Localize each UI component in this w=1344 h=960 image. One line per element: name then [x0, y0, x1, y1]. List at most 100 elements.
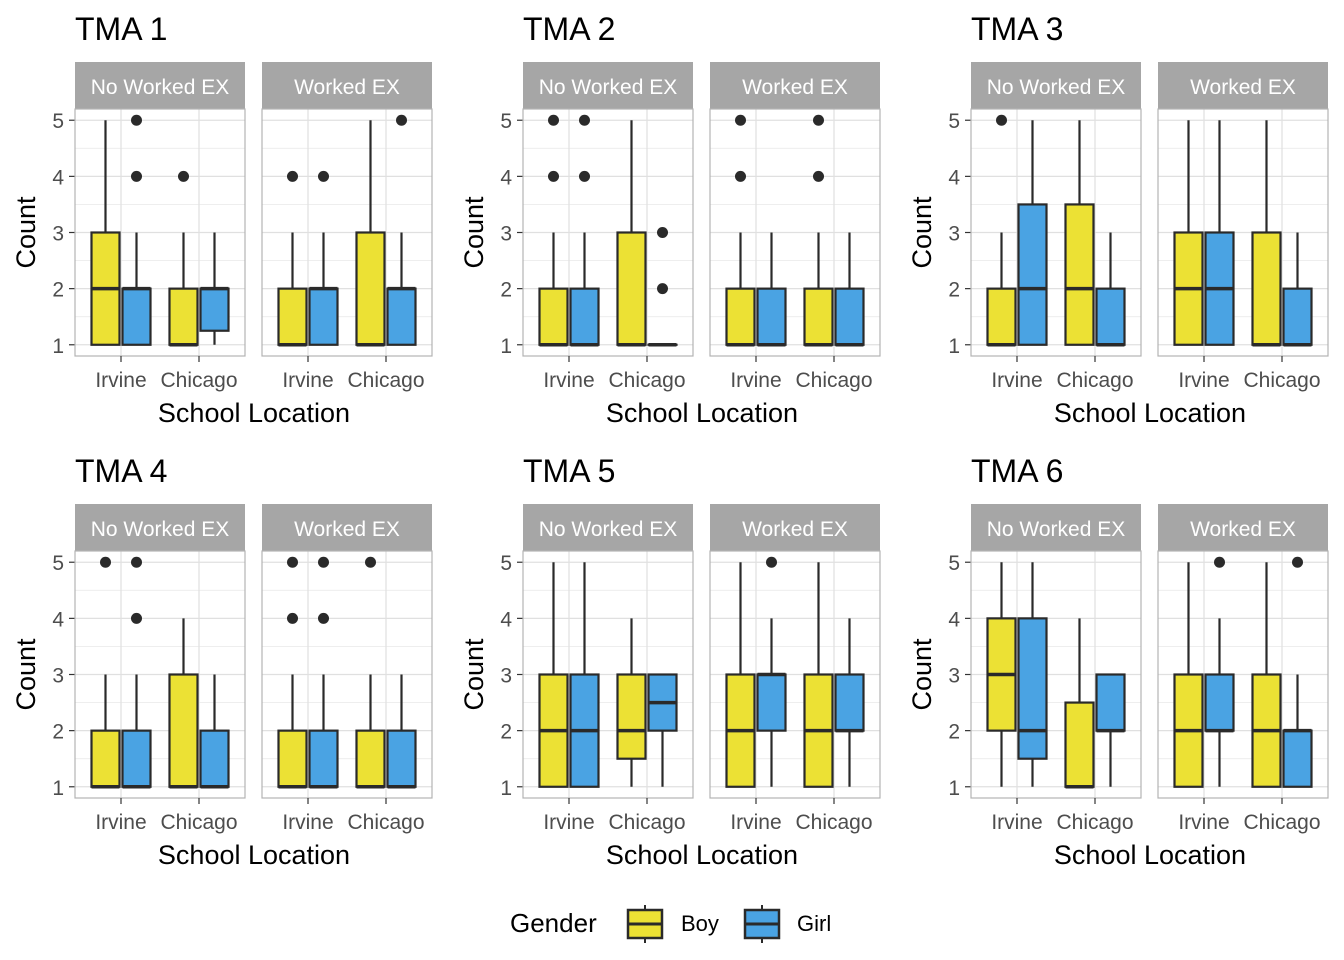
facet-strip-label: Worked EX: [294, 518, 400, 541]
facet-strip: [1158, 62, 1328, 109]
facet-panel: No Worked EX Irvine Chicago: [970, 504, 1142, 834]
x-axis-label: School Location: [1054, 398, 1246, 428]
box-iqr: [308, 287, 339, 346]
y-tick-label: 2: [52, 279, 64, 302]
outlier-point: [813, 114, 824, 126]
box-irvine-boy: [725, 114, 756, 347]
box-iqr: [199, 287, 230, 332]
x-tick-label: Irvine: [1178, 369, 1229, 392]
box-iqr: [1282, 729, 1313, 788]
y-tick-label: 2: [948, 721, 960, 744]
box-irvine-boy: [538, 114, 569, 347]
box-chicago-boy: [1064, 618, 1095, 789]
legend-boy-label: Boy: [681, 911, 719, 936]
x-tick-label: Chicago: [1243, 811, 1320, 834]
x-tick-label: Chicago: [795, 811, 872, 834]
box-iqr: [386, 729, 417, 788]
box-iqr: [386, 287, 417, 346]
legend-girl-label: Girl: [797, 911, 831, 936]
box-chicago-boy: [168, 618, 199, 789]
panel-border: [74, 108, 246, 357]
box-irvine-boy: [1173, 562, 1204, 788]
box-irvine-girl: [1204, 120, 1235, 346]
facet-strip: [75, 62, 245, 109]
y-tick-label: 1: [52, 777, 64, 800]
box-chicago-girl: [386, 674, 417, 789]
box-chicago-girl: [834, 232, 865, 347]
outlier-point: [766, 556, 777, 568]
x-tick-label: Chicago: [608, 369, 685, 392]
y-tick-label: 5: [52, 552, 64, 575]
y-tick-label: 2: [52, 721, 64, 744]
x-tick-label: Irvine: [730, 811, 781, 834]
facet-strip-label: No Worked EX: [539, 76, 678, 99]
box-chicago-girl: [834, 618, 865, 787]
facet-panel: Worked EX Irvine Chicago: [261, 504, 433, 834]
outlier-point: [318, 170, 329, 182]
facet-panel: Worked EX Irvine Chicago: [709, 62, 881, 392]
box-chicago-boy: [803, 562, 834, 788]
box-irvine-boy: [277, 556, 308, 789]
facet-panel: Worked EX Irvine Chicago: [1157, 62, 1329, 392]
box-irvine-boy: [986, 562, 1017, 787]
box-irvine-girl: [1017, 562, 1048, 787]
y-axis-label: Count: [459, 196, 489, 269]
y-tick-label: 5: [500, 552, 512, 575]
box-iqr: [803, 287, 834, 346]
chart-title: TMA 4: [75, 453, 167, 489]
box-chicago-boy: [1251, 562, 1282, 788]
box-irvine-girl: [569, 114, 600, 347]
outlier-point: [178, 170, 189, 182]
box-irvine-girl: [569, 562, 600, 788]
box-iqr: [168, 287, 199, 346]
y-tick-label: 3: [52, 665, 64, 688]
x-tick-label: Irvine: [543, 811, 594, 834]
x-tick-label: Chicago: [160, 369, 237, 392]
facet-strip: [1158, 504, 1328, 551]
box-irvine-boy: [986, 114, 1017, 347]
y-tick-label: 3: [500, 223, 512, 246]
y-tick-label: 1: [52, 335, 64, 358]
x-tick-label: Chicago: [347, 369, 424, 392]
box-iqr: [616, 673, 647, 760]
x-tick-label: Irvine: [95, 811, 146, 834]
x-tick-label: Chicago: [608, 811, 685, 834]
x-axis-label: School Location: [1054, 840, 1246, 870]
facet-strip: [710, 504, 880, 551]
box-irvine-boy: [725, 562, 756, 788]
chart-2: TMA 2 Count School Location 1 2 3 4 5 No Worked …: [459, 11, 881, 428]
legend-item-girl: Girl: [743, 905, 831, 943]
outlier-point: [318, 556, 329, 568]
box-iqr: [199, 729, 230, 788]
box-iqr: [1017, 617, 1048, 760]
box-irvine-girl: [1204, 556, 1235, 787]
box-chicago-girl: [199, 674, 230, 789]
x-tick-label: Chicago: [160, 811, 237, 834]
facet-panel: Worked EX Irvine Chicago: [709, 504, 881, 834]
box-chicago-boy: [355, 120, 386, 347]
chart-title: TMA 3: [971, 11, 1063, 47]
box-iqr: [355, 231, 386, 346]
outlier-point: [365, 556, 376, 568]
y-tick-label: 4: [52, 608, 64, 631]
y-tick-label: 2: [948, 279, 960, 302]
outlier-point: [131, 114, 142, 126]
box-iqr: [1251, 231, 1282, 346]
outlier-point: [131, 170, 142, 182]
box-iqr: [1282, 287, 1313, 346]
box-irvine-girl: [121, 114, 152, 346]
outlier-point: [100, 556, 111, 568]
facet-panel: No Worked EX Irvine Chicago: [970, 62, 1142, 392]
y-tick-label: 3: [948, 665, 960, 688]
x-tick-label: Irvine: [282, 369, 333, 392]
x-axis-label: School Location: [158, 398, 350, 428]
y-tick-label: 1: [500, 777, 512, 800]
facet-panel: No Worked EX Irvine Chicago: [522, 504, 694, 834]
facet-strip: [710, 62, 880, 109]
x-tick-label: Chicago: [1056, 369, 1133, 392]
chart-title: TMA 1: [75, 11, 167, 47]
legend: Gender Boy Girl: [510, 905, 831, 943]
box-iqr: [725, 287, 756, 346]
y-axis-label: Count: [11, 196, 41, 269]
